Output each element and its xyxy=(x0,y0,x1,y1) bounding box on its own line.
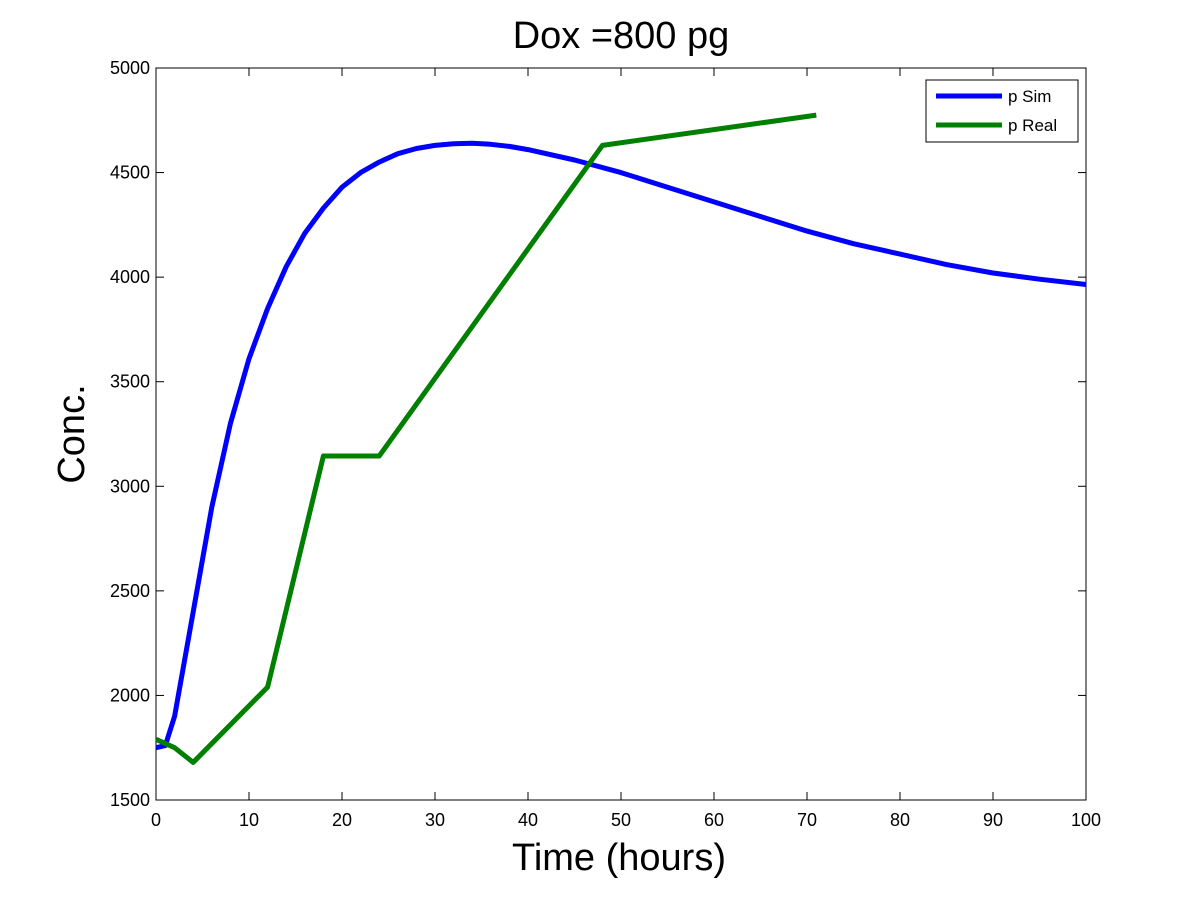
plot-area xyxy=(155,67,1087,801)
y-tick-label: 3000 xyxy=(110,476,150,496)
x-tick-label: 40 xyxy=(518,810,538,830)
legend: p Sim p Real xyxy=(925,79,1079,143)
series-lines xyxy=(154,112,1087,765)
axis-tick-labels: 0 10 20 30 40 50 60 70 80 90 100 1500 2000 2500 3000 35… xyxy=(110,58,1101,830)
legend-label-p-sim: p Sim xyxy=(1008,87,1051,106)
x-tick-label: 50 xyxy=(611,810,631,830)
legend-box xyxy=(925,79,1079,143)
x-tick-label: 20 xyxy=(332,810,352,830)
y-tick-label: 3500 xyxy=(110,372,150,392)
x-tick-label: 70 xyxy=(797,810,817,830)
series-line-p-real xyxy=(154,112,817,765)
y-tick-label: 4500 xyxy=(110,163,150,183)
x-tick-label: 80 xyxy=(890,810,910,830)
x-tick-label: 100 xyxy=(1071,810,1101,830)
x-tick-label: 30 xyxy=(425,810,445,830)
x-tick-label: 0 xyxy=(151,810,161,830)
y-tick-label: 1500 xyxy=(110,790,150,810)
y-tick-label: 2000 xyxy=(110,685,150,705)
y-tick-label: 2500 xyxy=(110,581,150,601)
x-tick-label: 10 xyxy=(239,810,259,830)
series-line-p-sim xyxy=(155,140,1087,751)
x-tick-label: 90 xyxy=(983,810,1003,830)
y-tick-label: 5000 xyxy=(110,58,150,78)
y-tick-label: 4000 xyxy=(110,267,150,287)
chart-title: Dox =800 pg xyxy=(513,15,730,57)
y-axis-label: Conc. xyxy=(51,384,93,483)
x-axis-label: Time (hours) xyxy=(512,837,726,879)
axis-ticks xyxy=(155,67,1087,801)
x-tick-label: 60 xyxy=(704,810,724,830)
legend-label-p-real: p Real xyxy=(1008,116,1057,135)
